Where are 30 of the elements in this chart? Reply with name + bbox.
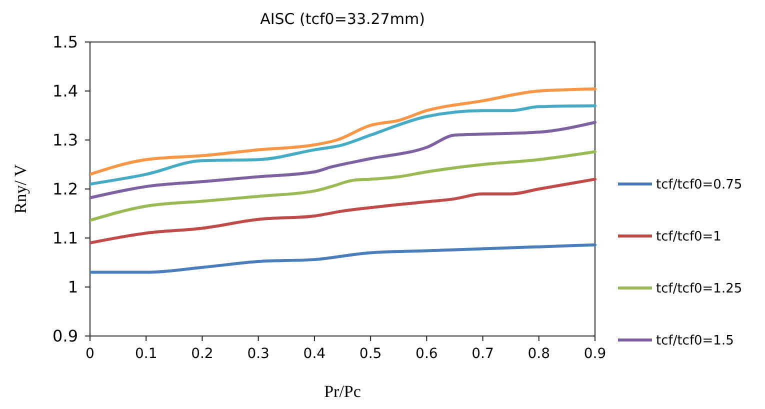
y-tick-label: 1.5 (52, 32, 78, 52)
x-tick-label: 0.8 (528, 346, 550, 362)
line-series (90, 88, 596, 176)
y-tick-label: 1 (68, 278, 78, 297)
line-series (90, 150, 596, 222)
y-tick-label: 1.4 (52, 82, 78, 101)
legend-label: tcf/tcf0=1.5 (656, 334, 734, 349)
y-tick-label: 0.9 (52, 326, 78, 346)
x-tick-label: 0.7 (472, 346, 494, 362)
y-tick-label: 1.3 (52, 130, 78, 150)
y-tick-label: 1.1 (52, 228, 78, 248)
x-tick-label: 0.3 (247, 346, 270, 362)
y-axis-title: Rny/ V (11, 164, 30, 214)
chart-title: AISC (tcf0=33.27mm) (260, 10, 425, 28)
legend-label: tcf/tcf0=0.75 (656, 178, 742, 193)
x-tick-label: 0.4 (303, 346, 326, 362)
line-series (90, 178, 596, 244)
x-tick-label: 0.5 (359, 346, 382, 362)
x-tick-label: 0.9 (584, 346, 606, 362)
line-series (90, 243, 596, 274)
x-axis-title: Pr/Pc (324, 382, 362, 401)
line-series (90, 120, 596, 200)
y-tick-label: 1.2 (52, 180, 78, 199)
x-tick-label: 0.6 (416, 346, 438, 362)
legend-label: tcf/tcf0=1.25 (656, 282, 742, 297)
line-series (90, 104, 596, 186)
x-tick-label: 0.1 (134, 346, 158, 362)
legend-label: tcf/tcf0=1 (656, 230, 722, 245)
x-tick-label: 0.2 (191, 346, 214, 362)
x-tick-label: 0 (86, 346, 94, 362)
